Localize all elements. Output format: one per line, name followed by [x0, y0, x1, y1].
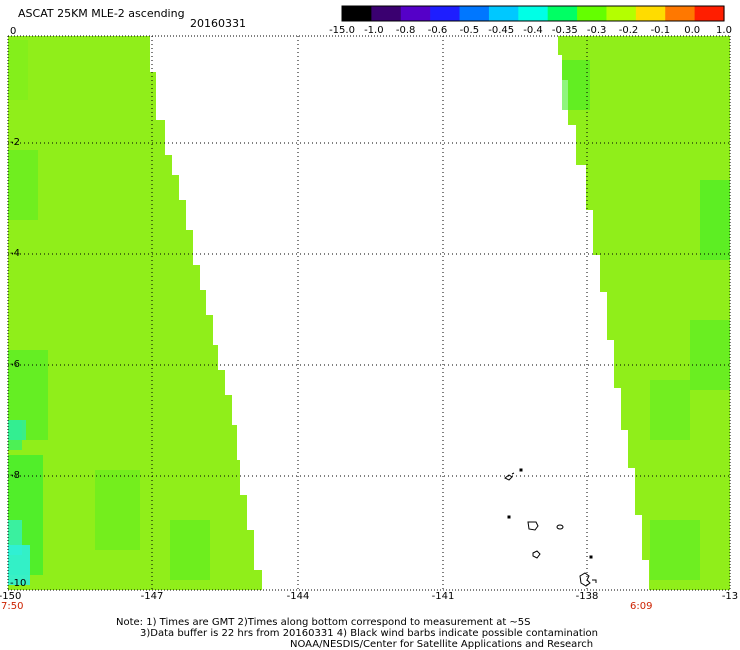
island-shape [507, 515, 511, 519]
y-tick-label: -6 [10, 359, 20, 370]
y-tick-label: -10 [10, 578, 27, 589]
left-swath-patch [8, 40, 28, 100]
colorbar-segment [606, 6, 637, 21]
note-line-3: NOAA/NESDIS/Center for Satellite Applica… [290, 639, 594, 650]
colorbar-frame [341, 5, 725, 22]
colorbar [342, 6, 725, 21]
colorbar-segment [371, 6, 402, 21]
colorbar-label: -15.0 [329, 25, 355, 36]
colorbar-label: -0.2 [618, 25, 639, 36]
colorbar-segment [400, 6, 431, 21]
x-tick-label: -150 [0, 591, 22, 602]
left-swath-cyan-patch [8, 545, 30, 585]
island-shape [556, 524, 564, 530]
left-swath-patch [170, 520, 210, 580]
island-shape [589, 555, 593, 559]
right-swath [558, 36, 730, 590]
island-shape [527, 521, 539, 531]
x-tick-label: -147 [140, 591, 164, 602]
island-shape [519, 468, 523, 472]
right-swath-patch [650, 380, 690, 440]
map-title: ASCAT 25KM MLE-2 ascending [18, 7, 185, 20]
left-swath-patch [8, 420, 26, 440]
island-shape [511, 472, 515, 475]
y-tick-label: -2 [10, 137, 20, 148]
x-tick-label: -138 [575, 591, 599, 602]
colorbar-label: -0.45 [488, 25, 515, 36]
left-swath-patch [95, 470, 140, 550]
colorbar-segment [694, 6, 725, 21]
map-date: 20160331 [190, 17, 246, 30]
colorbar-label: -0.3 [586, 25, 607, 36]
x-tick-label: -13 [721, 591, 739, 602]
colorbar-label: 0.0 [684, 25, 701, 36]
colorbar-label: -0.5 [459, 25, 480, 36]
colorbar-segment [635, 6, 666, 21]
left-swath-patch [8, 150, 38, 220]
colorbar-segment [488, 6, 519, 21]
colorbar-label: 1.0 [716, 25, 732, 36]
colorbar-label: -0.1 [650, 25, 671, 36]
right-swath-patch [690, 320, 730, 390]
plot-frame [7, 35, 731, 591]
y-tick-label: -8 [10, 470, 20, 481]
start-time: 7:50 [1, 601, 24, 612]
islands [504, 468, 597, 587]
colorbar-segment [430, 6, 461, 21]
colorbar-label: -1.0 [364, 25, 384, 36]
note-line-1: Note: 1) Times are GMT 2)Times along bot… [116, 617, 531, 628]
x-tick-label: -141 [431, 591, 455, 602]
y-tick-label: 0 [10, 26, 17, 37]
island-shape [504, 474, 513, 481]
x-tick-label: -144 [286, 591, 310, 602]
end-time: 6:09 [630, 601, 653, 612]
island-shape [592, 579, 597, 583]
right-swath-patch [562, 60, 590, 110]
colorbar-segment [665, 6, 696, 21]
colorbar-segment [577, 6, 608, 21]
grid-lines [8, 36, 730, 590]
right-swath-patch [650, 520, 700, 580]
colorbar-label: -0.35 [551, 25, 578, 36]
left-swath [8, 36, 262, 590]
colorbar-segment [342, 6, 372, 21]
right-swath-patch [700, 180, 730, 260]
island-shape [579, 572, 591, 587]
y-tick-label: -4 [10, 248, 20, 259]
note-line-2: 3)Data buffer is 22 hrs from 20160331 4)… [140, 628, 598, 639]
colorbar-segment [518, 6, 549, 21]
colorbar-segment [459, 6, 490, 21]
colorbar-label: -0.4 [523, 25, 543, 36]
colorbar-label: -0.6 [427, 25, 448, 36]
colorbar-segment [547, 6, 578, 21]
colorbar-label: -0.8 [395, 25, 416, 36]
island-shape [532, 550, 541, 559]
